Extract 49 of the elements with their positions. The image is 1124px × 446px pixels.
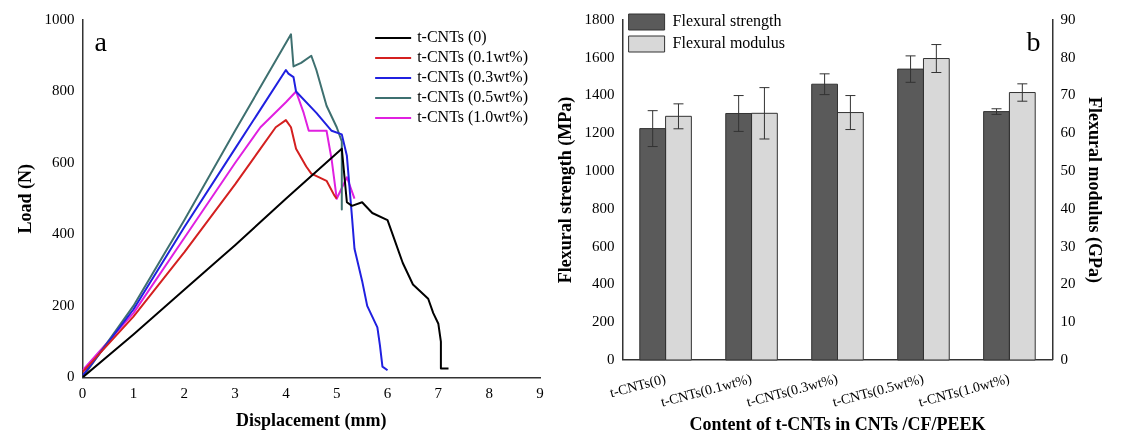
y2-tick-label: 50 — [1060, 162, 1076, 179]
y-tick-label: 800 — [592, 199, 615, 216]
y2-tick-label: 80 — [1060, 48, 1076, 65]
x-tick-label: 6 — [383, 385, 392, 402]
y2-tick-label: 30 — [1060, 237, 1076, 254]
y-tick-label: 400 — [592, 275, 615, 292]
legend-label: t-CNTs (1.0wt%) — [417, 108, 529, 127]
legend-label: t-CNTs (0.5wt%) — [417, 88, 529, 107]
x-tick-label: 4 — [282, 385, 291, 402]
y2-tick-label: 0 — [1060, 350, 1068, 367]
x-tick-label: 0 — [78, 385, 87, 402]
y2-axis-title: Flexural modulus (GPa) — [1083, 96, 1105, 283]
y2-tick-label: 90 — [1060, 10, 1076, 27]
y-tick-label: 200 — [592, 313, 615, 330]
y-tick-label: 1000 — [584, 162, 615, 179]
y2-tick-label: 70 — [1060, 86, 1076, 103]
legend-label: t-CNTs (0) — [417, 28, 487, 47]
y2-tick-label: 60 — [1060, 124, 1076, 141]
y2-tick-label: 10 — [1060, 313, 1076, 330]
y-axis-title: Flexural strength (MPa) — [555, 96, 577, 284]
y-axis-title: Load (N) — [15, 163, 37, 234]
y-tick-label: 1800 — [584, 10, 615, 27]
legend-label: Flexural strength — [672, 12, 782, 31]
y2-tick-label: 40 — [1060, 199, 1076, 216]
legend-label: t-CNTs (0.3wt%) — [417, 68, 529, 87]
x-tick-label: 9 — [536, 385, 544, 402]
x-tick-label: 8 — [485, 385, 493, 402]
y-tick-label: 1600 — [584, 48, 615, 65]
y-tick-label: 800 — [52, 82, 75, 99]
y-tick-label: 600 — [52, 153, 75, 170]
y2-tick-label: 20 — [1060, 275, 1076, 292]
legend-label: t-CNTs (0.1wt%) — [417, 48, 529, 67]
y-tick-label: 400 — [52, 225, 75, 242]
y-tick-label: 1400 — [584, 86, 615, 103]
x-axis-title: Content of t-CNTs in CNTs /CF/PEEK — [689, 413, 986, 434]
annotation: a — [94, 26, 108, 58]
x-tick-label: 3 — [231, 385, 239, 402]
y-tick-label: 1000 — [44, 10, 75, 27]
y-tick-label: 1200 — [584, 124, 615, 141]
y-tick-label: 600 — [592, 237, 615, 254]
x-tick-label: 2 — [180, 385, 188, 402]
annotation: b — [1026, 26, 1041, 58]
x-tick-label: 5 — [332, 385, 341, 402]
legend-label: Flexural modulus — [672, 34, 786, 52]
x-tick-label: 1 — [129, 385, 138, 402]
x-axis-title: Displacement (mm) — [236, 409, 387, 431]
y-tick-label: 0 — [607, 350, 615, 367]
y-tick-label: 200 — [52, 296, 75, 313]
x-tick-label: 7 — [434, 385, 443, 402]
